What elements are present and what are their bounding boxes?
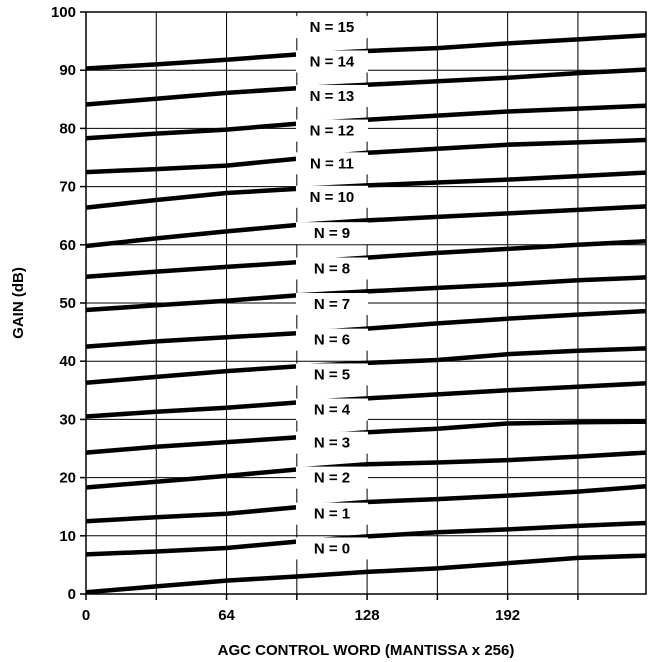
series-line-n11 bbox=[85, 170, 647, 210]
series-label-bg bbox=[295, 84, 368, 107]
y-tick-label: 90 bbox=[59, 62, 76, 79]
series-label: N = 0 bbox=[314, 540, 350, 557]
series-line-n6 bbox=[85, 346, 647, 385]
series-line-n3 bbox=[85, 450, 647, 490]
series-label-bg bbox=[295, 16, 368, 39]
series-label-bg bbox=[295, 398, 368, 421]
x-tick-label: 192 bbox=[495, 607, 520, 624]
y-tick-label: 80 bbox=[59, 120, 76, 137]
x-tick-label: 128 bbox=[355, 607, 380, 624]
series-label: N = 5 bbox=[314, 366, 350, 383]
series-label-bg bbox=[295, 328, 368, 351]
series-label-bg bbox=[295, 257, 368, 280]
series-label-bg bbox=[295, 222, 368, 245]
series-label-bg bbox=[295, 152, 368, 175]
series-label: N = 15 bbox=[310, 19, 355, 36]
series-label: N = 1 bbox=[314, 506, 350, 523]
y-axis-title: GAIN (dB) bbox=[10, 267, 27, 339]
series-line-n14 bbox=[85, 67, 647, 107]
series-label-bg bbox=[295, 50, 368, 73]
series-label: N = 6 bbox=[314, 332, 350, 349]
tick-marks bbox=[80, 11, 579, 600]
series-label: N = 11 bbox=[310, 155, 354, 172]
series-line-n0 bbox=[85, 553, 647, 595]
y-tick-label: 0 bbox=[68, 586, 76, 603]
series-label: N = 12 bbox=[310, 123, 355, 140]
y-tick-label: 100 bbox=[51, 4, 76, 21]
series-label: N = 4 bbox=[314, 402, 351, 419]
y-tick-label: 20 bbox=[59, 470, 76, 487]
series-label-bg bbox=[295, 293, 368, 316]
series-line-n7 bbox=[85, 308, 647, 349]
series-label: N = 8 bbox=[314, 261, 350, 278]
y-tick-labels: 0 10 20 30 40 50 60 70 80 90 100 bbox=[51, 4, 76, 603]
series-labels: N = 0 N = 1 N = 2 N = 3 N = 4 N = 5 N = 6 N = 7… bbox=[310, 19, 355, 557]
series-label: N = 9 bbox=[314, 225, 350, 242]
series-line-n1 bbox=[85, 520, 647, 557]
series-lines bbox=[85, 33, 647, 595]
y-tick-label: 10 bbox=[59, 528, 76, 545]
series-label: N = 14 bbox=[310, 53, 355, 70]
y-tick-label: 40 bbox=[59, 353, 76, 370]
series-label-bg bbox=[295, 502, 368, 525]
series-label-backgrounds bbox=[295, 16, 368, 560]
x-tick-labels: 0 64 128 192 bbox=[82, 607, 520, 624]
series-line-n10 bbox=[85, 204, 647, 249]
y-tick-label: 60 bbox=[59, 237, 76, 254]
x-tick-label: 0 bbox=[82, 607, 90, 624]
series-label: N = 2 bbox=[314, 470, 350, 487]
series-line-n5 bbox=[85, 381, 647, 419]
series-label-bg bbox=[295, 363, 368, 386]
series-label-bg bbox=[295, 466, 368, 489]
y-tick-label: 50 bbox=[59, 295, 76, 312]
series-line-n2 bbox=[85, 484, 647, 524]
series-label: N = 10 bbox=[310, 189, 355, 206]
series-label-bg bbox=[295, 185, 368, 208]
x-axis-title: AGC CONTROL WORD (MANTISSA x 256) bbox=[218, 642, 515, 659]
series-label-bg bbox=[295, 431, 368, 454]
x-tick-label: 64 bbox=[218, 607, 235, 624]
y-tick-label: 70 bbox=[59, 179, 76, 196]
series-label: N = 13 bbox=[310, 88, 355, 105]
series-line-n8 bbox=[85, 275, 647, 313]
series-label: N = 3 bbox=[314, 435, 350, 452]
series-label: N = 7 bbox=[314, 296, 350, 313]
series-label-bg bbox=[295, 537, 368, 560]
y-tick-label: 30 bbox=[59, 411, 76, 428]
series-label-bg bbox=[295, 119, 368, 142]
